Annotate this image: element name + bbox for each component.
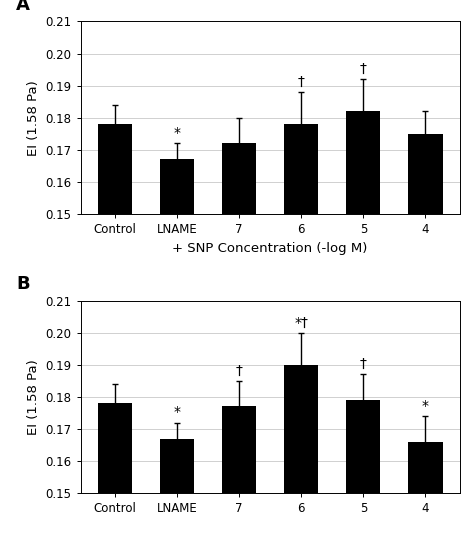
Text: A: A xyxy=(16,0,30,14)
Bar xyxy=(409,442,443,493)
Bar xyxy=(346,400,381,493)
Y-axis label: EI (1.58 Pa): EI (1.58 Pa) xyxy=(27,80,40,155)
Text: *: * xyxy=(173,405,181,419)
Bar xyxy=(346,111,381,214)
Bar xyxy=(284,124,319,214)
Bar xyxy=(222,143,256,214)
Text: *†: *† xyxy=(294,316,308,330)
Bar xyxy=(284,365,319,493)
Bar xyxy=(160,438,194,493)
Bar xyxy=(409,134,443,214)
X-axis label: + SNP Concentration (-log M): + SNP Concentration (-log M) xyxy=(173,242,368,255)
Text: *: * xyxy=(422,399,429,413)
Text: *: * xyxy=(173,126,181,140)
Bar xyxy=(98,124,132,214)
Text: †: † xyxy=(360,62,367,76)
Text: †: † xyxy=(236,363,243,377)
Bar xyxy=(160,159,194,214)
Bar xyxy=(222,406,256,493)
Text: †: † xyxy=(298,75,305,89)
Text: B: B xyxy=(16,275,30,293)
Text: †: † xyxy=(360,357,367,371)
Bar xyxy=(98,403,132,493)
Y-axis label: EI (1.58 Pa): EI (1.58 Pa) xyxy=(27,359,40,435)
